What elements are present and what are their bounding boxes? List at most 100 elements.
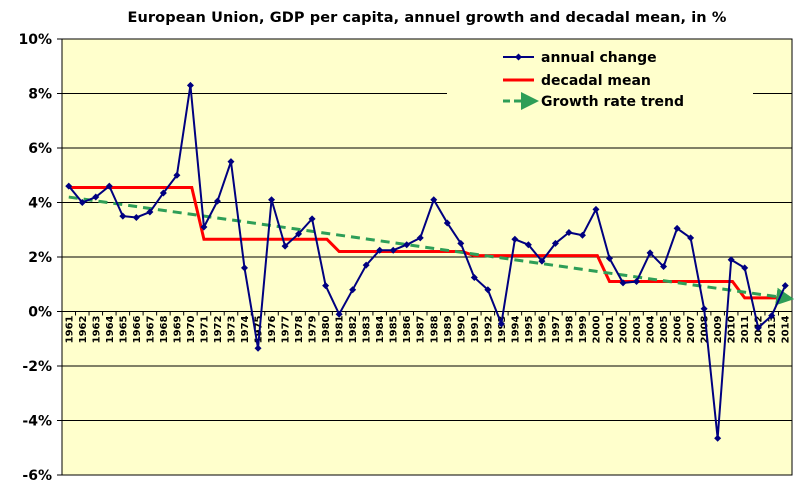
x-tick-label: 1968 [159,315,170,343]
y-tick-label: 2% [28,250,52,266]
x-tick-label: 2003 [632,315,643,343]
y-tick-label: 6% [28,141,52,157]
data-point [727,256,735,264]
x-tick-label: 2009 [713,315,724,343]
x-tick-label: 1996 [537,315,548,343]
data-point [443,219,451,227]
data-point [200,223,208,231]
x-tick-label: 1983 [362,315,373,343]
x-tick-label: 1988 [429,315,440,343]
data-point [281,242,289,250]
data-point [497,320,505,328]
data-point [700,305,708,313]
data-point [65,182,73,190]
data-point [78,199,86,206]
x-tick-label: 1969 [172,315,183,343]
series-growth-rate-trend [68,195,795,306]
data-point [606,254,613,262]
x-tick-label: 1997 [551,315,562,343]
x-tick-label: 2001 [605,315,616,343]
x-tick-label: 1980 [321,315,332,343]
x-tick-label: 2008 [700,315,711,343]
data-point [308,215,316,223]
data-point [781,282,789,290]
data-point [349,286,357,294]
data-point [687,234,695,242]
x-tick-label: 2014 [781,315,792,343]
data-point [470,273,478,281]
x-tick-label: 1999 [578,315,589,343]
x-tick-label: 2005 [659,315,670,343]
data-point [565,228,573,236]
chart-title: European Union, GDP per capita, annuel g… [127,10,727,26]
data-point [105,182,113,190]
x-tick-label: 2011 [740,315,751,343]
data-point [578,231,586,239]
y-tick-label: -2% [22,359,52,375]
data-point [362,261,370,269]
legend-marker-diamond [515,53,522,61]
x-tick-label: 1972 [213,315,224,343]
x-axis-ticks: 1961 1962 1963 1964 1965 1966 1967 1968 1969 1970… [61,311,792,343]
y-tick-label: -6% [22,468,52,484]
data-point [186,81,194,89]
data-point [241,264,248,272]
data-point [268,196,276,204]
legend-label-annual-change: annual change [541,50,657,66]
x-tick-label: 1979 [308,315,319,343]
data-point [551,239,559,247]
x-tick-label: 1987 [416,315,427,343]
x-tick-label: 1978 [294,315,305,343]
x-tick-label: 1964 [105,315,116,343]
x-tick-label: 2002 [619,315,630,343]
data-point [457,239,465,247]
data-point [768,312,776,320]
y-axis-ticks: 10% 8% 6% 4% 2% 0% -2% -4% -6% [18,32,52,484]
data-point [511,235,519,243]
x-tick-label: 1998 [564,315,575,343]
data-point [213,197,221,205]
y-tick-label: 8% [28,87,52,103]
x-tick-label: 1971 [199,315,210,343]
data-point [416,234,424,242]
x-tick-label: 1992 [483,315,494,343]
data-point [376,246,384,254]
x-tick-label: 1970 [186,315,197,343]
x-tick-label: 2000 [591,315,602,343]
data-point [322,282,330,290]
data-point [673,224,681,232]
x-tick-label: 1995 [524,315,535,343]
data-point [173,171,181,179]
data-point [227,158,235,166]
data-point [389,246,397,254]
data-point [660,263,668,271]
x-tick-label: 1973 [226,315,237,343]
data-point [646,249,654,257]
data-point [403,241,411,249]
y-tick-label: 10% [18,32,52,48]
x-tick-label: 1991 [470,315,481,343]
x-tick-label: 1976 [267,315,278,343]
data-point [335,310,343,318]
x-tick-label: 1984 [375,315,386,343]
legend-label-decadal-mean: decadal mean [541,73,651,89]
x-tick-label: 1961 [64,315,75,343]
data-point [754,324,762,332]
x-tick-label: 2010 [727,315,738,343]
data-point [619,279,627,287]
x-tick-label: 2004 [646,315,657,343]
x-tick-label: 2006 [673,315,684,343]
x-tick-label: 1981 [335,315,346,343]
data-point [484,286,492,294]
data-point [538,257,546,265]
x-tick-label: 2007 [686,315,697,343]
data-point [633,278,641,286]
x-tick-label: 1966 [132,315,143,343]
x-tick-label: 1990 [456,315,467,343]
legend: annual change decadal mean Growth rate tre… [447,49,753,121]
x-tick-label: 1986 [402,315,413,343]
x-tick-label: 1974 [240,315,251,343]
y-tick-label: 4% [28,196,52,212]
x-tick-label: 1993 [497,315,508,343]
